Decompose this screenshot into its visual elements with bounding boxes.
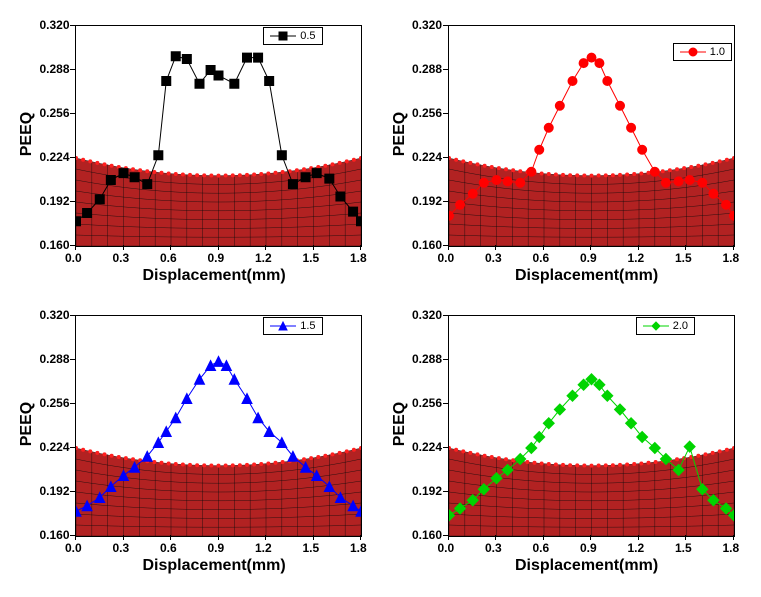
xtick-label: 1.5 <box>675 541 692 555</box>
ytick-label: 0.320 <box>39 18 69 32</box>
ytick-label: 0.192 <box>39 194 69 208</box>
legend-label: 1.5 <box>300 320 315 332</box>
legend: 1.0 <box>673 43 732 61</box>
xtick-label: 0.0 <box>438 251 455 265</box>
ytick-label: 0.320 <box>39 308 69 322</box>
xtick-label: 0.3 <box>485 541 502 555</box>
xlabel: Displacement(mm) <box>143 557 286 575</box>
xtick-label: 0.6 <box>160 251 177 265</box>
xtick-label: 1.2 <box>255 251 272 265</box>
ytick-label: 0.256 <box>412 396 442 410</box>
ytick-label: 0.192 <box>412 194 442 208</box>
xtick-label: 0.0 <box>65 541 82 555</box>
ytick-label: 0.256 <box>412 106 442 120</box>
ylabel: PEEQ <box>391 402 409 446</box>
xtick-label: 0.6 <box>160 541 177 555</box>
xtick-label: 0.0 <box>438 541 455 555</box>
ytick-label: 0.160 <box>412 528 442 542</box>
legend: 1.5 <box>263 317 322 335</box>
ytick-label: 0.288 <box>39 62 69 76</box>
plot-area <box>75 315 362 537</box>
legend-label: 1.0 <box>710 46 725 58</box>
xtick-label: 0.9 <box>208 541 225 555</box>
ytick-label: 0.256 <box>39 396 69 410</box>
xlabel: Displacement(mm) <box>515 267 658 285</box>
xtick-label: 1.5 <box>675 251 692 265</box>
ytick-label: 0.192 <box>412 484 442 498</box>
xtick-label: 1.8 <box>350 251 367 265</box>
xtick-label: 0.9 <box>580 541 597 555</box>
xtick-label: 1.2 <box>628 541 645 555</box>
ytick-label: 0.224 <box>412 440 442 454</box>
xtick-label: 0.0 <box>65 251 82 265</box>
panel-0.5: 0.0 0.3 0.6 0.9 1.2 1.5 1.8 0.160 0.192 0.224 0.25… <box>10 10 378 295</box>
ytick-label: 0.288 <box>412 62 442 76</box>
ytick-label: 0.320 <box>412 18 442 32</box>
ytick-label: 0.224 <box>412 150 442 164</box>
ytick-label: 0.192 <box>39 484 69 498</box>
panel-1.0: 0.0 0.3 0.6 0.9 1.2 1.5 1.8 0.160 0.192 0.224 0.25… <box>383 10 751 295</box>
xtick-label: 1.5 <box>303 541 320 555</box>
plot-area <box>75 25 362 247</box>
ytick-label: 0.224 <box>39 150 69 164</box>
xlabel: Displacement(mm) <box>515 557 658 575</box>
ytick-label: 0.160 <box>39 528 69 542</box>
ylabel: PEEQ <box>18 112 36 156</box>
ytick-label: 0.320 <box>412 308 442 322</box>
ylabel: PEEQ <box>18 402 36 446</box>
chart-grid: 0.0 0.3 0.6 0.9 1.2 1.5 1.8 0.160 0.192 0.224 0.25… <box>10 10 750 585</box>
ytick-label: 0.288 <box>39 352 69 366</box>
ytick-label: 0.256 <box>39 106 69 120</box>
legend: 2.0 <box>636 317 695 335</box>
xtick-label: 1.8 <box>723 251 740 265</box>
xtick-label: 0.3 <box>113 541 130 555</box>
ylabel: PEEQ <box>391 112 409 156</box>
xtick-label: 0.6 <box>533 541 550 555</box>
xtick-label: 1.5 <box>303 251 320 265</box>
xtick-label: 0.9 <box>208 251 225 265</box>
ytick-label: 0.288 <box>412 352 442 366</box>
panel-1.5: 0.0 0.3 0.6 0.9 1.2 1.5 1.8 0.160 0.192 0.224 0.25… <box>10 300 378 585</box>
panel-2.0: 0.0 0.3 0.6 0.9 1.2 1.5 1.8 0.160 0.192 0.224 0.25… <box>383 300 751 585</box>
xlabel: Displacement(mm) <box>143 267 286 285</box>
legend: 0.5 <box>263 27 322 45</box>
xtick-label: 0.9 <box>580 251 597 265</box>
xtick-label: 1.8 <box>350 541 367 555</box>
xtick-label: 0.3 <box>113 251 130 265</box>
xtick-label: 0.6 <box>533 251 550 265</box>
legend-label: 0.5 <box>300 30 315 42</box>
ytick-label: 0.160 <box>412 238 442 252</box>
ytick-label: 0.224 <box>39 440 69 454</box>
plot-area <box>448 315 735 537</box>
legend-label: 2.0 <box>673 320 688 332</box>
xtick-label: 1.2 <box>628 251 645 265</box>
xtick-label: 1.2 <box>255 541 272 555</box>
ytick-label: 0.160 <box>39 238 69 252</box>
xtick-label: 0.3 <box>485 251 502 265</box>
xtick-label: 1.8 <box>723 541 740 555</box>
